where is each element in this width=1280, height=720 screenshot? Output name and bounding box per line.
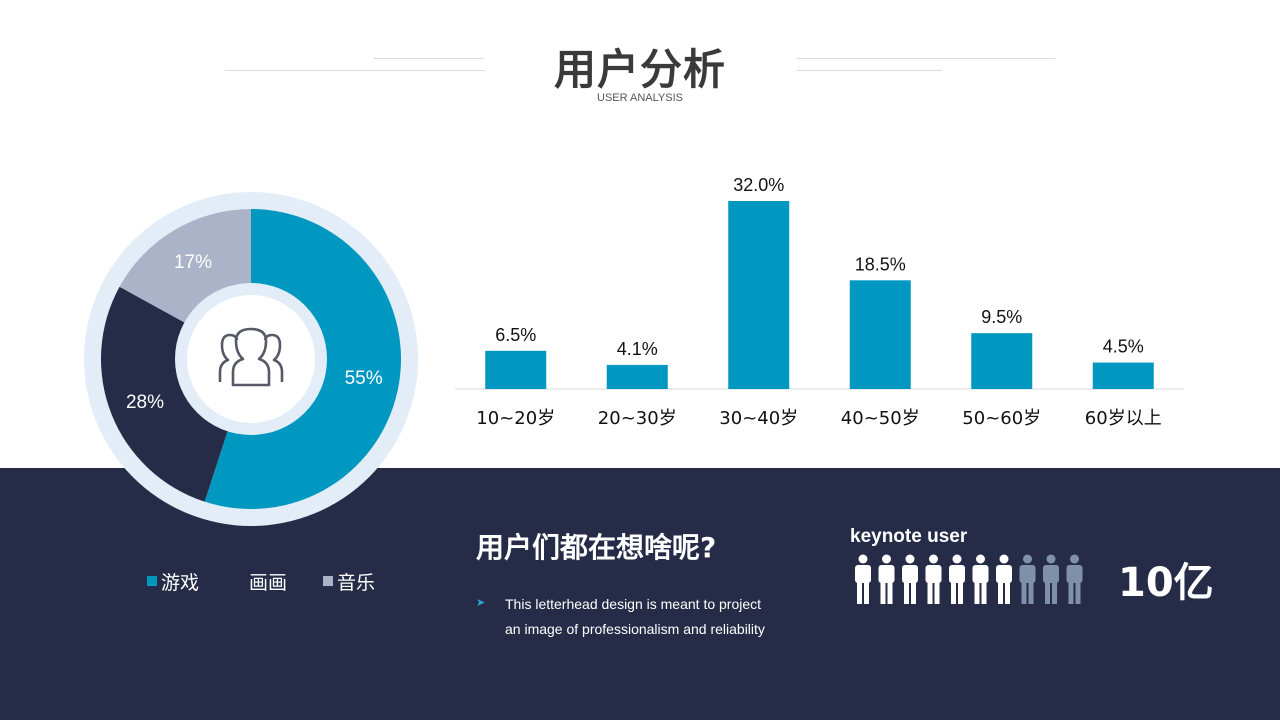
donut-slice-label-2: 17% — [174, 252, 212, 273]
person-icon — [855, 554, 871, 604]
bar-2 — [728, 201, 790, 389]
person-icon — [1043, 554, 1059, 604]
header-rule-left-2 — [374, 58, 484, 59]
legend-swatch-drawing — [235, 576, 245, 586]
person-icon — [902, 554, 918, 604]
donut-hole — [187, 295, 315, 423]
donut-chart: 55% 28% 17% — [84, 192, 418, 526]
page-title: 用户分析 — [553, 45, 726, 94]
person-icon — [1066, 554, 1083, 604]
header-rule-right-1 — [797, 58, 1055, 59]
legend-label-game: 游戏 — [161, 572, 200, 594]
bar-0 — [485, 350, 547, 389]
legend-item-game: 游戏 — [147, 568, 199, 595]
bar-category-label-2: 30~40岁 — [719, 408, 798, 429]
legend-label-drawing: 画画 — [249, 572, 288, 594]
bar-value-label-2: 32.0% — [733, 175, 784, 195]
bar-category-label-4: 50~60岁 — [962, 408, 1041, 429]
bar-category-label-5: 60岁以上 — [1085, 408, 1162, 429]
person-icon — [878, 554, 895, 604]
person-icon — [949, 554, 965, 604]
header-rule-right-2 — [797, 70, 942, 71]
person-icon — [1019, 554, 1036, 604]
header-rule-left-1 — [225, 70, 485, 71]
age-bar-chart: 6.5% 10~20岁 4.1% 20~30岁 32.0% 30~40岁 18.5% 40~5… — [455, 175, 1184, 429]
bar-3 — [849, 280, 911, 389]
bar-value-label-4: 9.5% — [981, 307, 1022, 327]
page-subtitle: USER ANALYSIS — [597, 92, 683, 104]
person-icon — [996, 554, 1012, 604]
description-line-2: an image of professionalism and reliabil… — [505, 621, 765, 637]
bar-value-label-5: 4.5% — [1103, 337, 1144, 357]
question-title: 用户们都在想啥呢? — [476, 531, 717, 564]
bar-1 — [606, 364, 668, 389]
donut-slice-label-1: 28% — [126, 392, 164, 413]
people-icons — [855, 554, 1083, 604]
users-icon — [218, 327, 284, 387]
legend-swatch-music — [323, 576, 333, 586]
donut-slice-label-0: 55% — [345, 368, 383, 389]
bar-category-label-0: 10~20岁 — [476, 408, 555, 429]
person-icon — [925, 554, 942, 604]
bar-4 — [971, 333, 1033, 389]
user-count: 10亿 — [1118, 560, 1214, 606]
bar-category-label-3: 40~50岁 — [841, 408, 920, 429]
bar-value-label-0: 6.5% — [495, 325, 536, 345]
legend-label-music: 音乐 — [337, 572, 376, 594]
description: This letterhead design is meant to proje… — [505, 592, 805, 642]
legend-item-drawing: 画画 — [235, 568, 287, 595]
bar-5 — [1092, 362, 1154, 389]
person-icon — [972, 554, 989, 604]
bar-category-label-1: 20~30岁 — [598, 408, 677, 429]
bar-value-label-3: 18.5% — [855, 254, 906, 274]
description-line-1: This letterhead design is meant to proje… — [505, 596, 762, 612]
bullet-arrow-icon: ➤ — [476, 597, 486, 609]
bar-value-label-1: 4.1% — [617, 339, 658, 359]
keynote-user-label: keynote user — [850, 526, 968, 547]
legend-swatch-game — [147, 576, 157, 586]
legend-item-music: 音乐 — [323, 568, 375, 595]
